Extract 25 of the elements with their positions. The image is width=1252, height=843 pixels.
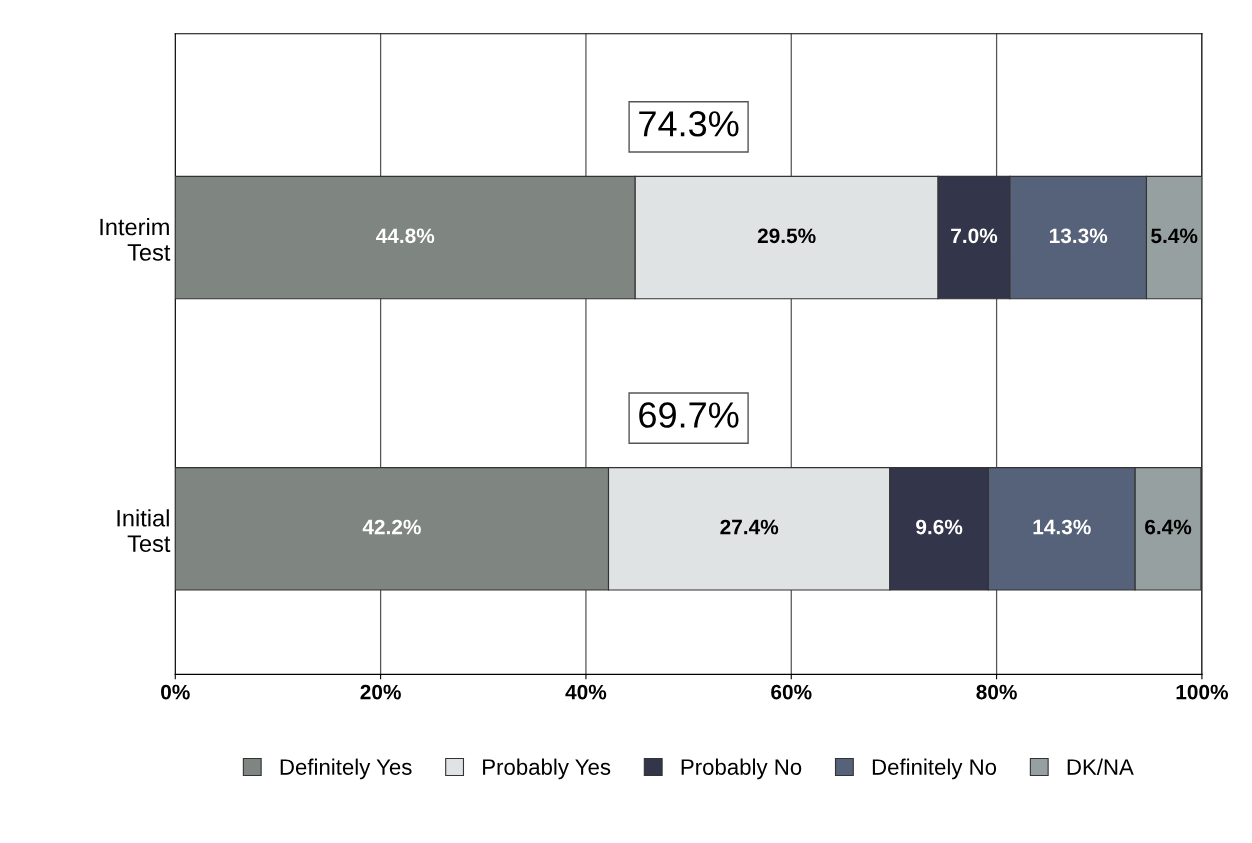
data-label: 5.4% (1151, 228, 1198, 244)
legend-label: Definitely No (872, 758, 997, 780)
legend-label: Probably Yes (483, 758, 611, 780)
data-label: 27.4% (720, 519, 779, 535)
data-label: 44.8% (376, 228, 435, 244)
data-label: 14.3% (1033, 519, 1091, 535)
data-label: 6.4% (1145, 519, 1192, 535)
x-tick-label: 20% (360, 684, 401, 700)
legend-label: Definitely Yes (280, 758, 412, 780)
legend-label: DK/NA (1067, 758, 1134, 775)
data-label: 42.2% (362, 519, 421, 535)
data-label: 9.6% (916, 519, 963, 535)
legend-label: Probably No (681, 758, 802, 780)
x-tick-label: 100% (1176, 684, 1229, 700)
y-tick-label: Interim Test (100, 218, 171, 261)
x-tick-label: 40% (565, 684, 607, 700)
y-tick-label: Initial Test (117, 509, 171, 553)
annotation: 69.7% (639, 402, 739, 428)
data-label: 29.5% (757, 228, 816, 244)
x-tick-label: 80% (976, 684, 1017, 700)
data-label: 13.3% (1049, 228, 1108, 244)
data-label: 7.0% (951, 228, 998, 244)
annotation: 74.3% (639, 111, 739, 137)
x-tick-label: 60% (771, 684, 812, 700)
x-tick-label: 0% (161, 684, 190, 700)
